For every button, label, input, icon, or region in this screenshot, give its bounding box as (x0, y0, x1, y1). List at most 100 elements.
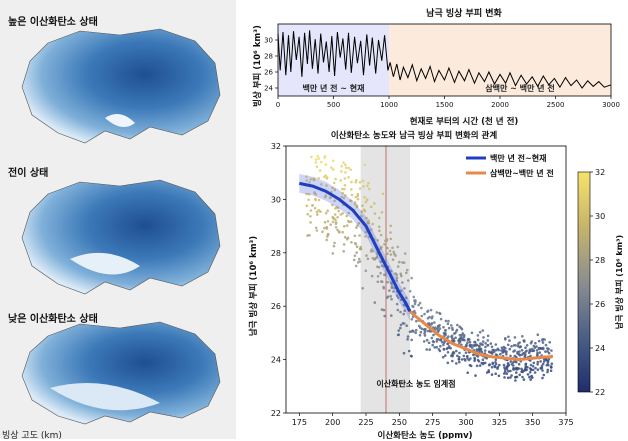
scatter-point (515, 366, 518, 370)
main-xtick-label: 300 (458, 418, 473, 427)
scatter-point (446, 361, 450, 365)
scatter-point (373, 301, 377, 304)
series-line-older (409, 310, 553, 362)
scatter-point (533, 371, 537, 374)
scatter-point (339, 213, 343, 216)
scatter-point (391, 258, 395, 261)
state-label-transition: 전이 상태 (8, 168, 49, 179)
scatter-point (446, 346, 449, 350)
scatter-point (389, 253, 393, 256)
scatter-point (444, 332, 447, 335)
scatter-point (382, 308, 386, 312)
scatter-point (444, 354, 447, 357)
scatter-point (426, 317, 430, 320)
scatter-point (460, 358, 464, 361)
scatter-point (361, 179, 365, 183)
scatter-point (333, 199, 336, 203)
scatter-point (515, 371, 518, 374)
scatter-point (379, 233, 383, 237)
threshold-annotation: 이산화탄소 농도 임계점 (376, 378, 455, 388)
scatter-point (509, 360, 513, 363)
scatter-point (541, 376, 544, 380)
top-xtick-label: 3000 (602, 101, 620, 109)
scatter-point (314, 226, 318, 230)
scatter-point (390, 286, 394, 290)
scatter-point (455, 328, 459, 332)
scatter-point (355, 226, 358, 229)
scatter-point (403, 309, 406, 313)
scatter-point (438, 327, 442, 330)
scatter-point (438, 311, 441, 315)
scatter-point (313, 177, 316, 180)
scatter-point (485, 356, 488, 360)
scatter-point (494, 349, 498, 352)
scatter-point (485, 371, 489, 374)
top-chart-xticks: 0 500 1000 1500 2000 2500 3000 (276, 96, 620, 109)
scatter-point (353, 254, 357, 257)
scatter-point (459, 336, 462, 340)
co2-vs-ice-volume-chart: 이산화탄소 농도와 남극 빙상 부피 변화의 관계 175 200 225 250 27… (248, 130, 624, 439)
scatter-point (349, 220, 353, 223)
scatter-point (466, 357, 469, 360)
scatter-point (331, 186, 334, 190)
scatter-point (389, 269, 393, 273)
scatter-point (477, 344, 481, 348)
scatter-point (516, 352, 519, 355)
top-chart-yticks: 24 26 28 30 (264, 37, 278, 93)
scatter-point (314, 198, 317, 202)
scatter-point (483, 349, 487, 352)
scatter-point (503, 349, 506, 352)
region-label-older: 삼백만 ~ 백만 년 전 (485, 83, 554, 93)
scatter-point (412, 330, 415, 333)
top-chart-xlabel: 현재로 부터의 시간 (천 년 전) (410, 116, 519, 127)
scatter-point (442, 348, 446, 351)
scatter-point (347, 166, 350, 170)
scatter-point (522, 340, 526, 343)
scatter-point (357, 222, 361, 225)
scatter-point (547, 363, 550, 367)
main-xtick-label: 350 (525, 418, 540, 427)
scatter-point (323, 226, 326, 230)
scatter-point (315, 165, 319, 168)
scatter-point (390, 297, 393, 301)
scatter-point (402, 351, 406, 355)
scatter-point (399, 272, 402, 276)
scatter-point (473, 340, 476, 344)
scatter-point (544, 343, 548, 347)
scatter-point (419, 330, 423, 334)
scatter-point (536, 351, 539, 355)
scatter-point (406, 279, 410, 282)
scatter-point (353, 234, 357, 238)
scatter-point (423, 312, 426, 316)
scatter-point (540, 364, 544, 368)
scatter-point (522, 352, 525, 355)
scatter-point (502, 372, 506, 375)
scatter-point (358, 234, 361, 237)
scatter-point (331, 252, 335, 255)
scatter-point (326, 232, 330, 236)
scatter-point (518, 341, 521, 344)
scatter-point (341, 187, 344, 191)
scatter-point (332, 244, 336, 248)
main-ytick-label: 24 (271, 356, 281, 365)
scatter-point (376, 265, 379, 268)
scatter-point (525, 344, 529, 347)
scatter-point (324, 174, 327, 177)
scatter-point (521, 335, 524, 338)
scatter-point (305, 179, 308, 182)
scatter-point (423, 330, 427, 334)
scatter-point (317, 209, 320, 212)
scatter-point (403, 252, 407, 255)
scatter-point (498, 363, 501, 367)
scatter-point (544, 350, 547, 353)
scatter-point (431, 343, 434, 347)
scatter-point (379, 247, 382, 250)
scatter-point (472, 344, 476, 347)
scatter-point (341, 212, 344, 215)
main-chart-frame (285, 145, 567, 414)
main-xtick-label: 275 (425, 418, 440, 427)
scatter-point (481, 340, 485, 343)
scatter-point (382, 286, 386, 290)
scatter-point (549, 369, 553, 372)
scatter-point (373, 202, 376, 205)
